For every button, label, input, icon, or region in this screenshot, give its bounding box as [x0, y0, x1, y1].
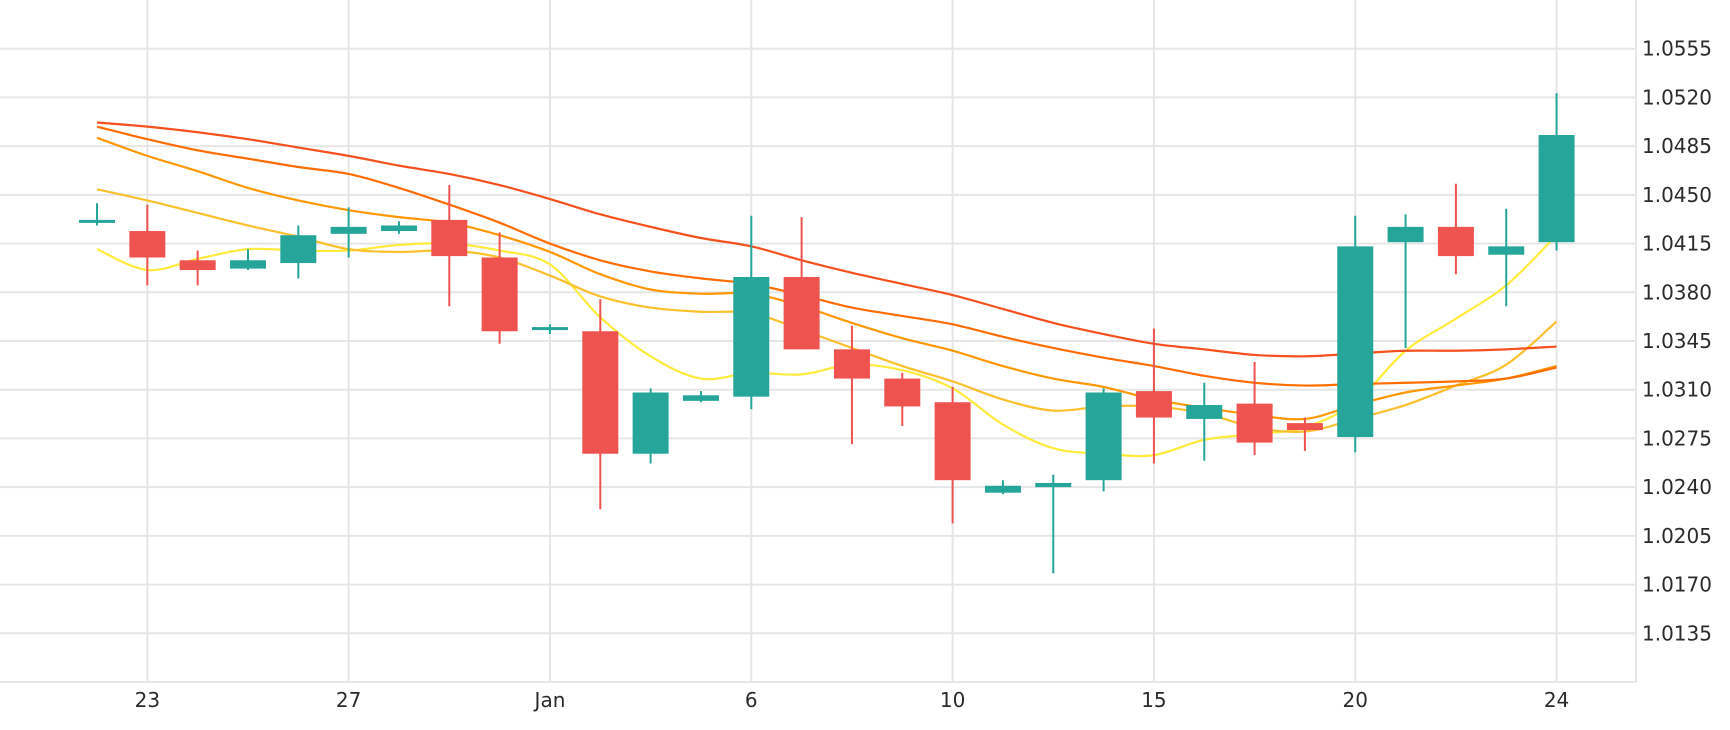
y-tick-label: 1.0205 [1642, 524, 1712, 548]
candle [1337, 215, 1374, 453]
candle [1085, 388, 1122, 492]
candle [582, 299, 619, 510]
candle [431, 185, 468, 307]
moving-average-line-1 [96, 234, 1558, 458]
candle-body [1337, 246, 1374, 438]
candle-body [1488, 246, 1525, 255]
y-tick-label: 1.0555 [1642, 37, 1712, 61]
grid [0, 0, 1637, 683]
candle-body [431, 219, 468, 257]
x-axis-labels: 23 27 Jan 6 10 15 20 24 [135, 688, 1570, 712]
x-tick-label: 10 [940, 688, 965, 712]
candle-body [380, 225, 417, 232]
y-tick-label: 1.0380 [1642, 280, 1712, 304]
x-tick-label: 15 [1141, 688, 1166, 712]
candle-body [934, 402, 971, 481]
candle [280, 225, 317, 279]
candle [1035, 474, 1072, 574]
candle [934, 386, 971, 524]
y-axis-labels: 1.0555 1.0520 1.0485 1.0450 1.0415 1.0380 1.03… [1642, 37, 1712, 646]
candle [1286, 417, 1323, 451]
y-tick-label: 1.0275 [1642, 426, 1712, 450]
candle [984, 480, 1021, 495]
x-tick-label: 6 [745, 688, 758, 712]
candle-body [733, 276, 770, 397]
candle-body [1286, 423, 1323, 431]
candle [833, 325, 870, 444]
y-tick-label: 1.0135 [1642, 621, 1712, 645]
candle [380, 221, 417, 234]
x-tick-label: 23 [135, 688, 160, 712]
candle [1437, 183, 1474, 275]
y-tick-label: 1.0450 [1642, 183, 1712, 207]
moving-average-line-2 [96, 188, 1558, 433]
candle-body [1437, 226, 1474, 257]
candle [783, 217, 820, 350]
candle [1488, 208, 1525, 307]
candle [1538, 93, 1575, 251]
candle [1186, 382, 1223, 461]
candle [884, 373, 921, 426]
y-tick-label: 1.0520 [1642, 85, 1712, 109]
candle-body [1538, 135, 1575, 243]
candle-body [1236, 403, 1273, 443]
y-tick-label: 1.0170 [1642, 573, 1712, 597]
candle-body [129, 231, 166, 258]
candle [531, 324, 568, 335]
x-tick-label: Jan [533, 688, 566, 712]
candle-body [682, 395, 719, 401]
candle [682, 391, 719, 403]
candle [632, 388, 669, 464]
candle [179, 250, 216, 286]
y-tick-label: 1.0485 [1642, 134, 1712, 158]
y-tick-label: 1.0310 [1642, 378, 1712, 402]
candle-body [884, 378, 921, 407]
candle-body [783, 276, 820, 350]
candle-body [79, 219, 115, 223]
candle-body [481, 257, 518, 332]
x-tick-label: 20 [1343, 688, 1368, 712]
candle-body [1135, 391, 1172, 418]
candle [1387, 214, 1424, 348]
y-tick-label: 1.0415 [1642, 232, 1712, 256]
x-tick-label: 24 [1544, 688, 1569, 712]
candle-body [531, 327, 568, 331]
candle-body [330, 226, 367, 234]
candle [79, 203, 115, 226]
y-tick-label: 1.0240 [1642, 475, 1712, 499]
candle-body [1035, 482, 1072, 488]
candle-body [582, 331, 619, 454]
candle-body [1085, 392, 1122, 481]
candle-body [229, 260, 266, 269]
candle-body [1186, 405, 1223, 419]
candle [1236, 361, 1273, 456]
candle [733, 215, 770, 410]
candle [481, 232, 518, 344]
candles [79, 93, 1575, 574]
x-tick-label: 27 [336, 688, 361, 712]
candle [229, 249, 266, 271]
candle [129, 204, 166, 286]
candle-body [833, 349, 870, 379]
moving-average-line-4 [96, 125, 1557, 387]
candle [1135, 328, 1172, 464]
y-tick-label: 1.0345 [1642, 329, 1712, 353]
moving-average-line-5 [96, 121, 1557, 358]
candle-body [632, 392, 669, 454]
moving-average-line-3 [96, 136, 1557, 421]
candle [330, 207, 367, 258]
candle-body [280, 235, 317, 264]
candle-body [179, 260, 216, 271]
candle-body [984, 485, 1021, 493]
candle-body [1387, 226, 1424, 243]
moving-averages [96, 121, 1558, 458]
